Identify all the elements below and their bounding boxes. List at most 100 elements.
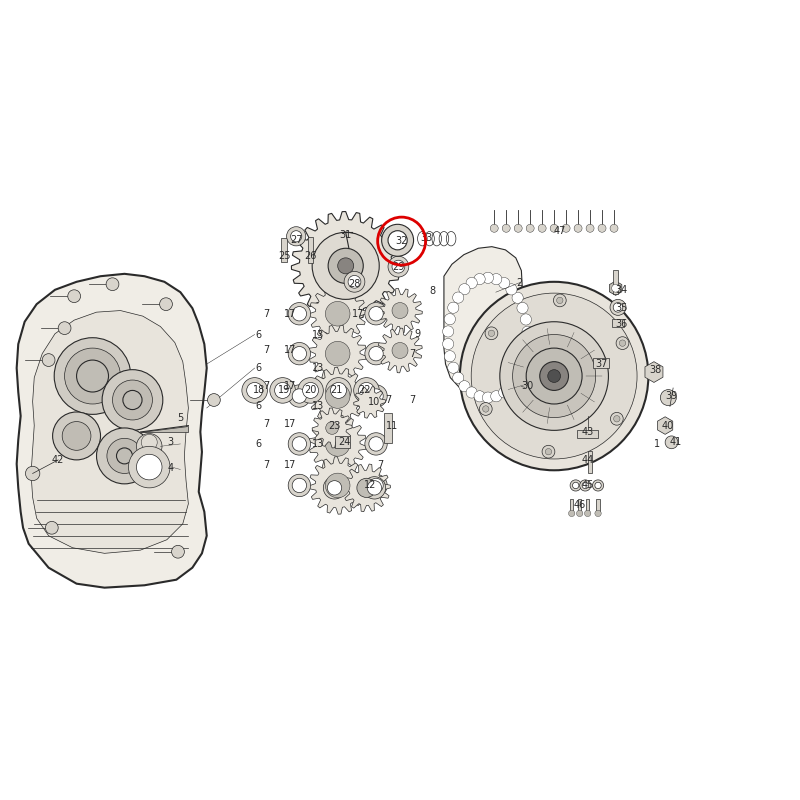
Text: 22: 22 [358,385,370,394]
Circle shape [526,224,534,232]
Text: 1: 1 [654,439,660,449]
Text: 47: 47 [554,226,566,236]
Text: 31: 31 [339,230,352,241]
Text: 7: 7 [377,461,383,470]
Polygon shape [444,246,522,394]
Circle shape [326,473,350,498]
Circle shape [448,362,459,374]
Text: 36: 36 [615,319,627,329]
Circle shape [330,382,346,398]
Circle shape [270,378,295,403]
Bar [586,499,590,514]
Circle shape [614,302,623,312]
Circle shape [207,394,220,406]
Circle shape [53,412,101,460]
Circle shape [482,392,494,403]
Circle shape [573,482,579,489]
Text: 6: 6 [255,401,262,410]
Circle shape [392,302,408,318]
Circle shape [665,436,678,449]
Circle shape [526,348,582,404]
Text: 40: 40 [662,421,674,430]
Bar [384,413,392,443]
Circle shape [348,275,361,288]
Text: 5: 5 [178,413,183,422]
Text: 11: 11 [386,421,398,430]
Circle shape [286,226,306,246]
Circle shape [548,370,561,382]
Circle shape [444,314,455,325]
Text: 27: 27 [290,235,302,246]
Circle shape [369,306,383,321]
Circle shape [610,412,623,425]
Circle shape [338,258,354,274]
Text: 29: 29 [392,262,405,272]
Polygon shape [141,426,188,432]
Polygon shape [309,325,366,382]
Polygon shape [578,430,598,438]
Text: 21: 21 [330,385,343,394]
Circle shape [514,224,522,232]
Circle shape [520,314,531,325]
Polygon shape [378,288,422,333]
Circle shape [512,292,523,303]
Circle shape [459,381,470,392]
Circle shape [490,274,502,285]
Text: 7: 7 [385,395,391,405]
Bar [308,237,314,262]
Circle shape [580,480,591,491]
Text: 8: 8 [429,286,435,295]
Circle shape [479,402,492,415]
Circle shape [107,438,142,474]
Bar [612,319,624,327]
Circle shape [582,482,589,489]
Circle shape [482,406,489,412]
Text: 37: 37 [595,359,607,369]
Polygon shape [610,281,622,295]
Circle shape [520,350,531,362]
Polygon shape [312,408,352,448]
Circle shape [298,378,323,403]
Circle shape [453,372,464,383]
Circle shape [160,298,172,310]
Circle shape [292,437,306,451]
Polygon shape [309,367,366,425]
Circle shape [302,382,318,398]
Text: 12: 12 [364,481,377,490]
Circle shape [113,380,153,420]
Text: 17: 17 [285,309,297,318]
Circle shape [474,274,486,285]
Circle shape [137,454,162,480]
Circle shape [522,338,533,350]
Text: 28: 28 [348,279,361,290]
Circle shape [577,510,583,517]
Text: 7: 7 [263,419,270,429]
Circle shape [490,390,502,402]
Bar [597,499,600,514]
Bar [613,270,618,294]
Circle shape [292,346,306,361]
Bar [588,451,592,474]
Bar [570,499,574,514]
Circle shape [171,546,184,558]
Circle shape [616,337,629,350]
Circle shape [546,449,552,455]
Text: 17: 17 [285,345,297,354]
Text: 4: 4 [168,463,174,473]
Circle shape [512,372,523,383]
Text: 3: 3 [168,438,174,447]
Circle shape [500,322,609,430]
Polygon shape [378,328,422,373]
Circle shape [97,428,153,484]
Circle shape [357,478,376,498]
Circle shape [242,378,267,403]
Circle shape [466,387,478,398]
Circle shape [288,342,310,365]
Circle shape [77,360,109,392]
Circle shape [365,342,387,365]
Circle shape [42,354,55,366]
Circle shape [557,297,563,303]
Circle shape [619,340,626,346]
Circle shape [62,422,91,450]
Text: 45: 45 [582,481,594,490]
